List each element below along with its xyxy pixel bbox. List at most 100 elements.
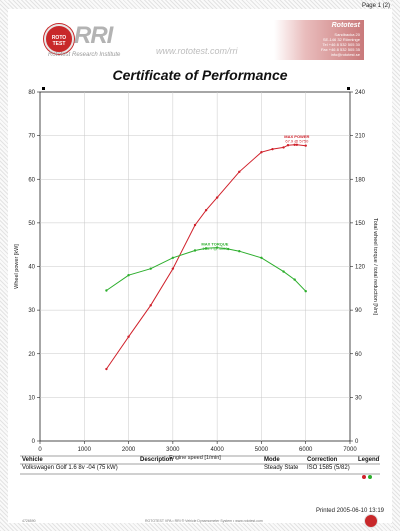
address-line: SE-146 32 Rönninge [322, 37, 360, 42]
border-bottom [0, 523, 400, 531]
company-name: Rototest [331, 22, 360, 29]
correction-header: Correction [307, 457, 338, 463]
data-point-0 [286, 144, 290, 147]
x-tick-label: 5000 [255, 447, 269, 453]
y-right-tick-label: 180 [355, 177, 366, 183]
logo-subtitle: Rototest Research Institute [48, 52, 121, 58]
legend-swatches [362, 466, 374, 484]
data-point-0 [260, 151, 263, 154]
data-point-0 [271, 147, 274, 151]
y-left-tick-label: 80 [28, 90, 35, 96]
data-point-1 [227, 247, 230, 251]
page-title: Certificate of Performance [112, 67, 288, 83]
vehicle-value: Volkswagen Golf 1.6 8v -04 (75 kW) [22, 465, 118, 471]
footer-code: 4726590 [22, 519, 36, 523]
description-header: Description [140, 457, 174, 463]
data-point-1 [260, 256, 263, 259]
series-line-0 [105, 144, 306, 370]
address-line: info@rototest.se [330, 52, 360, 57]
printed-date: Printed 2005-06-10 13:19 [315, 508, 384, 514]
y-left-tick-label: 10 [28, 395, 35, 401]
data-point-1 [204, 247, 208, 250]
data-point-0 [293, 143, 296, 146]
y-right-tick-label: 120 [355, 265, 366, 271]
certificate-page [8, 9, 392, 523]
y-left-tick-label: 0 [32, 439, 36, 445]
border-top [0, 0, 400, 9]
data-point-0 [204, 209, 208, 212]
corner-mark [347, 87, 350, 90]
address-block: Rototest Sandbacka 20 SE-146 32 Rönninge… [274, 20, 364, 60]
data-point-0 [149, 304, 152, 307]
website-url[interactable]: www.rototest.com/rri [156, 46, 238, 56]
header-banner: ROTO TEST RRI Rototest Research Institut… [36, 20, 364, 64]
y-left-axis-label: Wheel power [kW] [14, 244, 20, 289]
annotation-title: MAX TORQUE [201, 242, 228, 247]
mode-header: Mode [264, 457, 280, 463]
correction-value: ISO 1585 (5/82) [307, 465, 350, 471]
address-line: Fax +46 8 532 505 35 [320, 47, 360, 52]
y-left-tick-label: 40 [28, 265, 35, 271]
legend-power-swatch [362, 475, 366, 479]
data-point-0 [171, 267, 175, 270]
y-right-tick-label: 210 [355, 134, 366, 140]
data-point-0 [215, 196, 219, 199]
x-tick-label: 3000 [166, 447, 180, 453]
address-line: Sandbacka 20 [334, 32, 360, 37]
data-point-1 [127, 274, 130, 277]
x-axis-label: Engine speed [1/min] [169, 455, 221, 461]
data-point-0 [282, 146, 285, 149]
vehicle-header: Vehicle [22, 457, 43, 463]
y-left-tick-label: 50 [28, 221, 35, 227]
data-point-0 [295, 143, 299, 146]
x-tick-label: 4000 [210, 447, 224, 453]
y-right-tick-label: 60 [355, 352, 362, 358]
footer-note: ROTOTEST VPA • RRI ® Vehicle Dynamometer… [145, 519, 263, 523]
rototest-logo-icon: ROTO TEST [44, 24, 74, 54]
data-point-0 [304, 144, 307, 147]
footer-logo-icon [364, 514, 378, 528]
data-point-1 [171, 256, 175, 259]
annotation-value: 133.7 @ 4000 [202, 246, 228, 251]
x-tick-label: 1000 [78, 447, 92, 453]
y-left-tick-label: 70 [28, 134, 35, 140]
data-point-1 [215, 246, 219, 249]
x-tick-label: 7000 [343, 447, 357, 453]
y-right-tick-label: 150 [355, 221, 366, 227]
data-point-1 [105, 289, 108, 292]
data-point-1 [293, 278, 296, 281]
address-line: Tel +46 8 532 505 30 [322, 42, 360, 47]
data-point-0 [193, 223, 197, 227]
border-right [392, 0, 400, 531]
data-point-0 [105, 367, 108, 371]
data-point-1 [282, 270, 285, 273]
legend-header: Legend [358, 457, 380, 463]
legend-torque-swatch [368, 475, 372, 479]
data-point-1 [149, 267, 152, 270]
corner-mark [42, 87, 45, 90]
y-right-axis-label: Total wheel torque / total reduction [Nm… [372, 218, 378, 315]
annotation-title: MAX POWER [284, 134, 309, 139]
page-number: Page 1 (2) [361, 3, 390, 9]
data-point-1 [238, 250, 241, 253]
y-left-tick-label: 60 [28, 177, 35, 183]
border-left [0, 0, 8, 531]
y-right-tick-label: 240 [355, 90, 366, 96]
rri-logo-text: RRI [74, 22, 113, 49]
y-left-tick-label: 30 [28, 308, 35, 314]
y-left-tick-label: 20 [28, 352, 35, 358]
y-right-tick-label: 0 [355, 439, 359, 445]
y-right-tick-label: 90 [355, 308, 362, 314]
y-right-tick-label: 30 [355, 395, 362, 401]
data-point-0 [127, 335, 130, 338]
x-tick-label: 6000 [299, 447, 313, 453]
data-point-0 [238, 170, 241, 174]
x-tick-label: 2000 [122, 447, 136, 453]
x-tick-label: 0 [38, 447, 42, 453]
data-point-1 [304, 290, 307, 293]
mode-value: Steady State [264, 465, 299, 471]
series-line-1 [106, 247, 307, 292]
data-point-1 [193, 249, 197, 252]
